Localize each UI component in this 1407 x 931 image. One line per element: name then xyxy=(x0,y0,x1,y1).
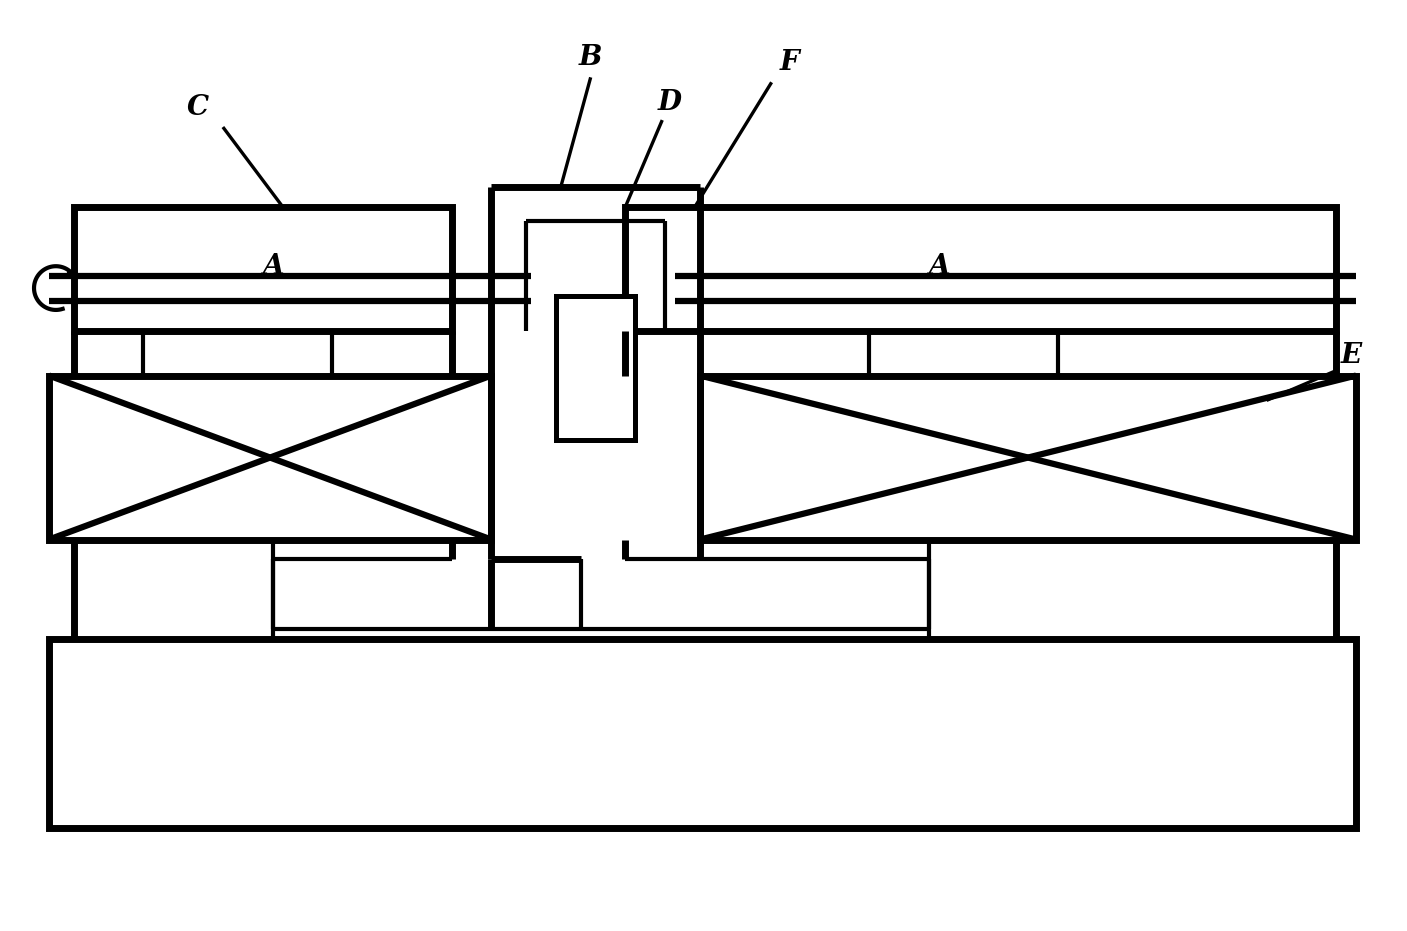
Text: B: B xyxy=(578,44,602,71)
Bar xyxy=(556,296,636,440)
Text: E: E xyxy=(1341,343,1362,370)
Text: A: A xyxy=(927,252,950,279)
Text: A: A xyxy=(262,252,283,279)
Bar xyxy=(49,639,1356,828)
Text: D: D xyxy=(658,88,682,115)
Bar xyxy=(73,207,452,331)
Text: F: F xyxy=(779,49,799,76)
Text: C: C xyxy=(187,94,210,121)
Bar xyxy=(701,375,1356,540)
Bar xyxy=(49,375,491,540)
Bar xyxy=(626,207,1337,331)
